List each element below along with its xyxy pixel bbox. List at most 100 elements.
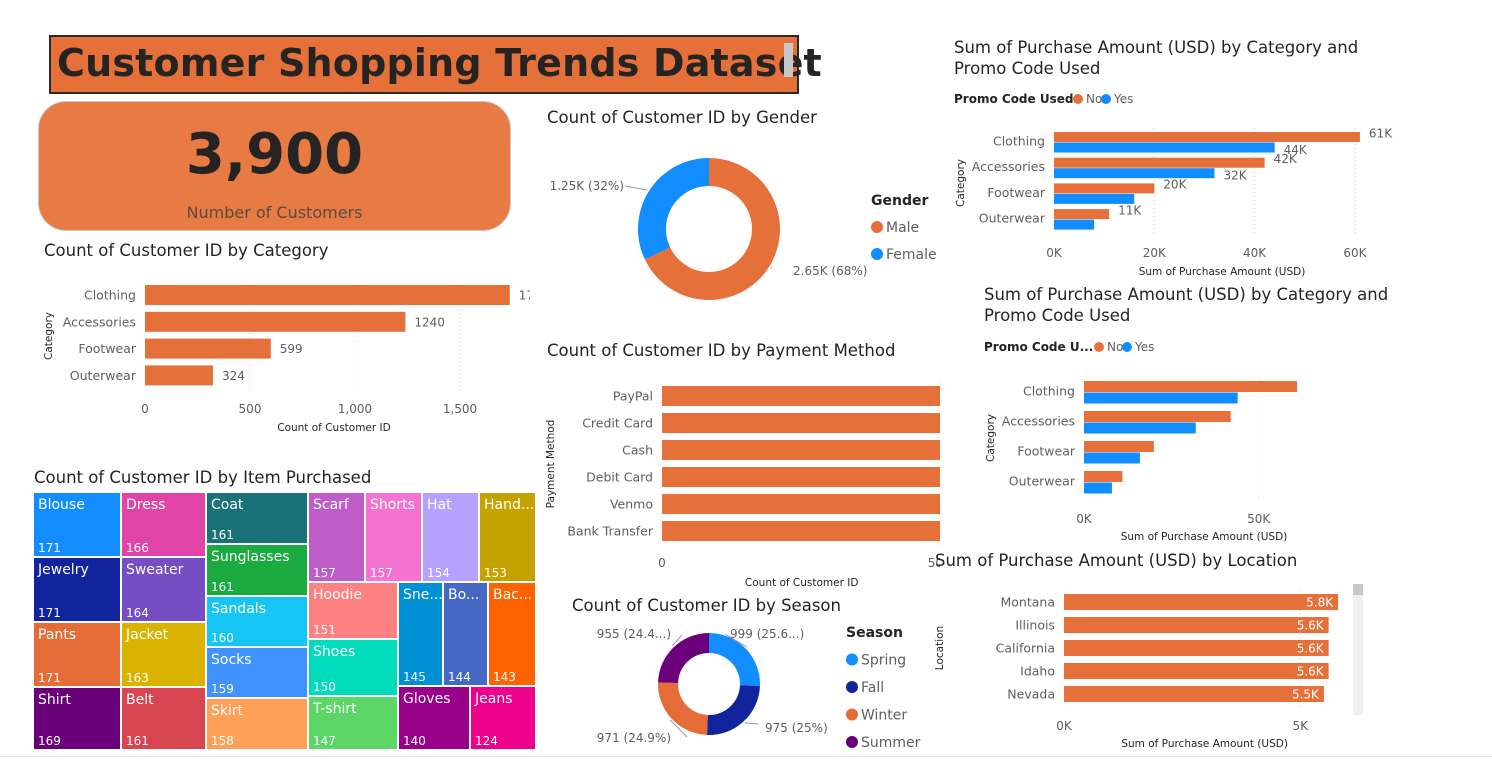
data-label: 5.6K [1297,665,1325,679]
treemap-cell[interactable]: Bac... 143 [488,582,536,686]
leader-line [669,719,688,738]
treemap-cell-label: Gloves [403,691,451,707]
treemap-cell[interactable]: Jacket 163 [121,622,206,687]
bar-footwear-yes [1054,193,1135,204]
treemap-cell[interactable]: Shirt 169 [33,687,121,750]
treemap-cell-value: 159 [211,682,234,696]
treemap-cell[interactable]: Shoes 150 [308,639,398,696]
item-chart-title: Count of Customer ID by Item Purchased [34,468,372,487]
treemap-cell-label: Shoes [313,644,356,660]
legend-title: Promo Code U... [984,340,1093,354]
scrollbar-track [1353,584,1363,715]
data-label: 20K [1163,178,1187,192]
data-label: 61K [1369,126,1393,140]
y-axis-title: Category [955,159,967,207]
bar-clothing-no [1084,381,1298,392]
bar-clothing-yes [1084,392,1238,404]
treemap-cell[interactable]: Blouse 171 [33,492,121,557]
legend-marker [871,248,883,260]
kpi-value: 3,900 [185,122,364,187]
bar-accessories-no [1084,411,1231,422]
treemap-cell-value: 161 [211,528,234,542]
legend-marker [871,221,883,233]
legend-marker [1101,94,1111,104]
treemap-cell-value: 171 [38,606,61,620]
legend-label: Female [886,247,937,263]
data-label: 44K [1284,143,1308,157]
y-axis-title: Payment Method [545,420,557,509]
treemap-cell[interactable]: Belt 161 [121,687,206,750]
treemap-cell-value: 161 [211,580,234,594]
x-tick-label: 5K [1293,719,1310,733]
legend-label: Fall [861,680,884,696]
category-label: Outerwear [979,211,1046,226]
treemap-cell-label: Shirt [38,692,71,708]
treemap-cell[interactable]: Pants 171 [33,622,121,687]
x-tick-label: 0K [1076,512,1093,526]
bar-outerwear-yes [1084,482,1112,494]
treemap-cell[interactable]: T-shirt 147 [308,696,398,750]
x-tick-label: 0 [658,556,666,570]
x-tick-label: 0 [141,402,149,416]
legend-marker [846,681,858,693]
treemap-cell-value: 163 [126,671,149,685]
bar-venmo [662,494,940,514]
treemap-cell[interactable]: Socks 159 [206,647,308,698]
payment-chart: 0500PayPal677Credit Card671Cash670Debit … [545,382,940,589]
bar-credit-card [662,413,940,433]
y-axis-title: Location [934,626,946,670]
treemap-cell[interactable]: Bo... 144 [443,582,488,686]
title-scrollbar[interactable] [784,43,793,77]
treemap-cell-value: 161 [126,734,149,748]
dashboard-title-banner: Customer Shopping Trends Dataset [49,35,822,94]
bar-accessories-yes [1084,422,1196,434]
promo1-chart: Promo Code Used No Yes 0K 20K 40K 60K Clothing 6… [954,92,1393,278]
slice-summer [658,633,709,684]
bar-montana [1064,594,1339,610]
treemap-cell[interactable]: Hoodie 151 [308,582,398,639]
treemap-cell[interactable]: Coat 161 [206,492,308,544]
treemap-cell[interactable]: Sweater 164 [121,557,206,622]
treemap-cell-label: Belt [126,692,154,708]
treemap-cell-value: 154 [427,566,450,580]
treemap-cell-value: 150 [313,680,336,694]
treemap-cell[interactable]: Dress 166 [121,492,206,557]
category-label: Footwear [78,341,137,356]
category-label: California [996,641,1055,656]
treemap-cell-value: 140 [403,734,426,748]
category-label: PayPal [613,389,653,404]
treemap-cell-label: Hand... [484,497,535,513]
x-tick-label: 0K [1046,246,1063,260]
treemap-cell[interactable]: Jewelry 171 [33,557,121,622]
treemap-cell[interactable]: Gloves 140 [398,686,470,750]
treemap-cell-label: Scarf [313,497,349,513]
treemap-cell[interactable]: Hat 154 [422,492,479,582]
treemap-cell-value: 171 [38,541,61,555]
legend-title: Gender [871,193,928,209]
bar-clothing-no [1054,132,1360,142]
category-label: Clothing [1023,384,1075,399]
treemap-cell-label: Skirt [211,703,244,719]
legend-label: Yes [1134,340,1154,354]
legend-label: No [1086,92,1102,106]
treemap-cell[interactable]: Sunglasses 161 [206,544,308,596]
treemap-cell[interactable]: Skirt 158 [206,698,308,750]
treemap-cell[interactable]: Sandals 160 [206,596,308,647]
treemap-cell-label: T-shirt [313,701,357,717]
treemap-cell[interactable]: Hand... 153 [479,492,536,582]
item-treemap: Blouse 171 Jewelry 171 Pants 171 Shirt 169 Dress… [33,492,536,750]
treemap-cell[interactable]: Jeans 124 [470,686,536,750]
treemap-cell[interactable]: Sne... 145 [398,582,443,686]
treemap-cell-value: 124 [475,734,498,748]
treemap-cell-value: 160 [211,631,234,645]
treemap-cell[interactable]: Scarf 157 [308,492,365,582]
category-label: Debit Card [586,470,653,485]
treemap-cell-label: Hoodie [313,587,363,603]
treemap-cell[interactable]: Shorts 157 [365,492,422,582]
payment-chart-title: Count of Customer ID by Payment Method [547,341,896,360]
x-axis-title: Sum of Purchase Amount (USD) [1121,531,1288,543]
treemap-cell-value: 153 [484,566,507,580]
promo2-chart-title: Sum of Purchase Amount (USD) by Category… [984,285,1389,325]
bar-accessories-no [1054,157,1265,168]
category-label: Venmo [610,497,653,512]
